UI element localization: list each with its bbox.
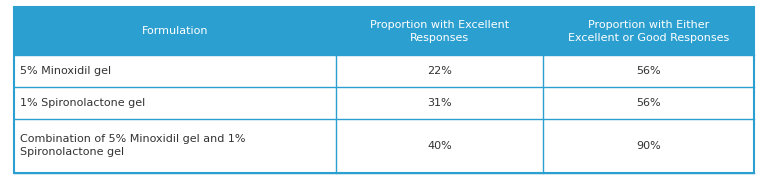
Text: 5% Minoxidil gel: 5% Minoxidil gel xyxy=(20,66,111,76)
Text: Proportion with Either
Excellent or Good Responses: Proportion with Either Excellent or Good… xyxy=(568,20,730,43)
Bar xyxy=(336,118,543,173)
Bar xyxy=(14,7,336,55)
Bar xyxy=(336,87,543,118)
Text: 56%: 56% xyxy=(637,66,661,76)
Text: Proportion with Excellent
Responses: Proportion with Excellent Responses xyxy=(370,20,509,43)
Bar xyxy=(336,7,543,55)
Text: 40%: 40% xyxy=(427,141,452,151)
Text: 31%: 31% xyxy=(427,98,452,108)
Bar xyxy=(543,87,754,118)
Text: 56%: 56% xyxy=(637,98,661,108)
Bar xyxy=(336,55,543,87)
Text: 22%: 22% xyxy=(427,66,452,76)
Bar xyxy=(543,55,754,87)
Bar xyxy=(543,118,754,173)
Text: 90%: 90% xyxy=(637,141,661,151)
Bar xyxy=(14,118,336,173)
Text: Formulation: Formulation xyxy=(141,26,208,36)
Bar xyxy=(14,55,336,87)
Bar xyxy=(14,87,336,118)
Text: Combination of 5% Minoxidil gel and 1%
Spironolactone gel: Combination of 5% Minoxidil gel and 1% S… xyxy=(20,134,246,157)
Text: 1% Spironolactone gel: 1% Spironolactone gel xyxy=(20,98,145,108)
Bar xyxy=(543,7,754,55)
